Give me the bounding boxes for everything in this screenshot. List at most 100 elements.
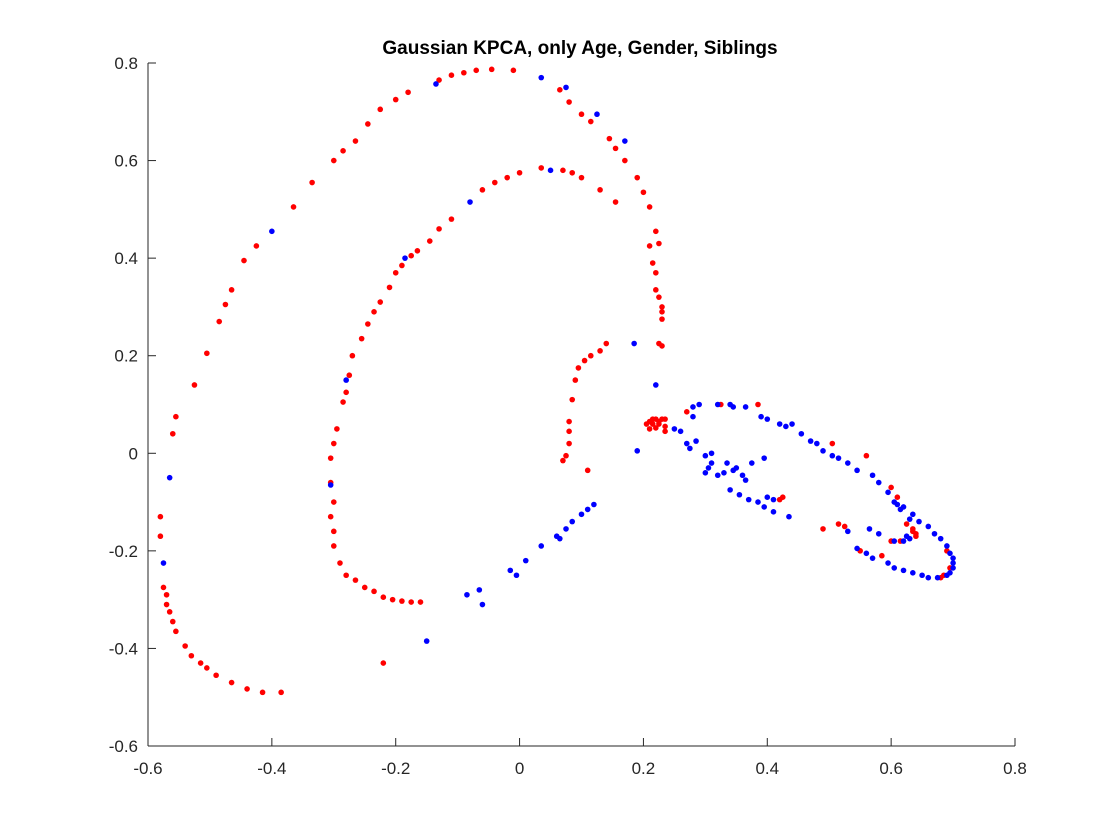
red-data-point (337, 560, 343, 566)
blue-data-point (479, 601, 486, 608)
blue-data-point (761, 455, 767, 461)
y-tick-label: -0.6 (109, 737, 138, 756)
blue-data-point (464, 591, 470, 598)
red-data-point (653, 269, 659, 276)
red-data-point (606, 135, 613, 142)
red-data-point (603, 340, 610, 347)
red-data-point (216, 318, 223, 325)
blue-data-point (770, 496, 777, 503)
red-data-point (173, 628, 179, 635)
red-data-point (426, 238, 433, 244)
blue-data-point (950, 560, 956, 566)
blue-data-point (789, 421, 795, 427)
red-data-point (343, 389, 349, 396)
y-tick-label: 0 (129, 444, 138, 463)
blue-data-point (894, 501, 901, 508)
blue-data-point (950, 565, 956, 571)
red-data-point (408, 599, 414, 605)
red-data-point (835, 521, 842, 527)
red-data-point (820, 526, 826, 532)
blue-data-point (569, 518, 576, 525)
red-data-point (653, 287, 659, 293)
blue-data-point (854, 467, 860, 474)
red-data-point (584, 467, 591, 474)
red-data-point (656, 294, 662, 300)
blue-data-point (653, 382, 659, 388)
red-data-point (386, 284, 393, 291)
red-data-point (166, 609, 173, 615)
blue-data-point (730, 404, 737, 410)
red-data-point (575, 365, 582, 371)
red-data-point (863, 452, 870, 459)
blue-data-point (820, 448, 826, 454)
blue-data-point (919, 572, 925, 579)
blue-data-point (166, 474, 173, 481)
blue-data-point (900, 567, 907, 574)
blue-data-point (687, 445, 693, 452)
blue-data-point (721, 470, 727, 476)
red-data-point (479, 187, 486, 193)
red-data-point (244, 686, 250, 692)
blue-data-point (423, 638, 430, 644)
blue-data-point (786, 513, 792, 520)
blue-data-point (863, 550, 870, 557)
red-data-point (290, 204, 297, 210)
red-data-point (597, 348, 603, 354)
red-data-point (448, 72, 455, 78)
blue-data-point (844, 460, 851, 466)
red-data-point (392, 269, 399, 276)
red-data-point (371, 309, 377, 315)
red-data-point (330, 157, 337, 164)
red-data-point (659, 343, 665, 349)
blue-data-point (557, 535, 563, 542)
blue-data-point (538, 74, 545, 81)
red-data-point (228, 679, 235, 686)
red-data-point (173, 413, 179, 420)
red-data-point (377, 106, 384, 113)
red-data-point (188, 652, 195, 659)
red-data-point (634, 174, 641, 181)
red-data-point (330, 440, 337, 447)
blue-data-point (906, 516, 913, 522)
blue-data-point (749, 460, 755, 466)
red-data-point (377, 299, 384, 305)
red-data-point (448, 216, 455, 222)
blue-data-point (866, 526, 873, 532)
red-data-point (894, 494, 901, 500)
blue-data-point (513, 572, 520, 579)
blue-data-point (891, 565, 898, 571)
red-data-point (653, 228, 659, 235)
red-data-point (640, 189, 647, 196)
blue-data-point (900, 538, 907, 544)
red-data-point (241, 257, 247, 264)
red-data-point (563, 452, 569, 459)
red-data-point (371, 588, 377, 595)
red-data-point (649, 260, 656, 266)
red-data-point (414, 248, 421, 254)
red-data-point (560, 457, 566, 464)
red-data-point (578, 111, 585, 118)
blue-data-point (758, 413, 764, 420)
blue-data-point (578, 511, 585, 518)
red-data-point (204, 665, 210, 671)
blue-data-point (764, 494, 771, 500)
blue-data-point (736, 491, 743, 498)
red-data-point (330, 528, 337, 535)
red-data-point (365, 121, 371, 127)
red-data-point (492, 179, 498, 186)
blue-data-point (885, 489, 891, 496)
red-data-point (566, 99, 572, 105)
red-data-point (755, 401, 761, 408)
blue-data-point (925, 523, 932, 530)
red-data-point (779, 494, 786, 500)
red-data-point (662, 416, 668, 422)
x-tick-label: -0.2 (381, 759, 410, 778)
red-data-point (358, 335, 365, 342)
blue-data-point (761, 504, 767, 510)
red-data-point (566, 428, 572, 435)
axes: -0.6 -0.4 -0.2 0 0.2 0.4 0.6 0.8 -0.6 -0.4 -0.2 0 0.… (109, 54, 1027, 778)
blue-data-point (269, 228, 275, 235)
blue-data-point (869, 555, 876, 561)
y-tick-label: -0.4 (109, 639, 138, 658)
